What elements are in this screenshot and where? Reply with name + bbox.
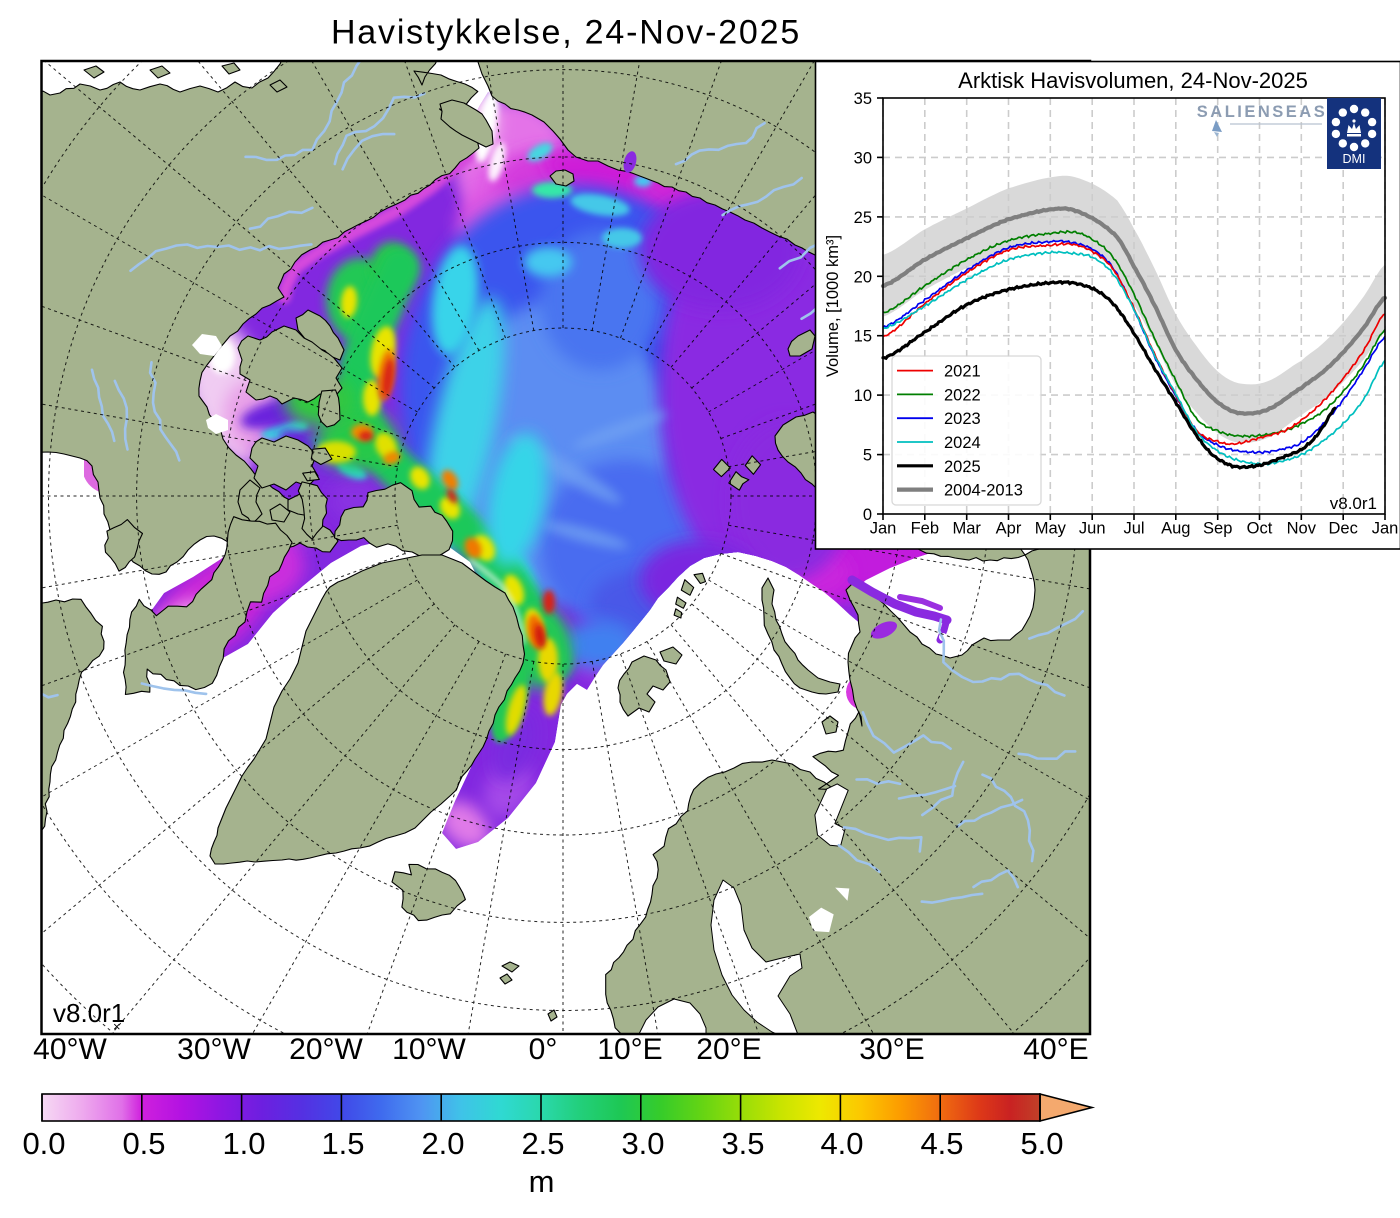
svg-text:40°E: 40°E xyxy=(1023,1033,1088,1066)
svg-text:2.5: 2.5 xyxy=(521,1126,564,1161)
svg-text:2.0: 2.0 xyxy=(421,1126,464,1161)
svg-text:SALIENSEAS: SALIENSEAS xyxy=(1197,103,1327,121)
svg-text:Jun: Jun xyxy=(1079,520,1106,538)
svg-text:1.5: 1.5 xyxy=(321,1126,364,1161)
svg-text:Aug: Aug xyxy=(1161,520,1190,538)
svg-text:25: 25 xyxy=(854,209,872,227)
svg-text:Feb: Feb xyxy=(911,520,939,538)
svg-text:1.0: 1.0 xyxy=(222,1126,265,1161)
svg-text:3.5: 3.5 xyxy=(721,1126,764,1161)
svg-text:2004-2013: 2004-2013 xyxy=(944,482,1023,500)
svg-text:30°W: 30°W xyxy=(177,1033,251,1066)
svg-text:10: 10 xyxy=(854,387,872,405)
svg-text:Sep: Sep xyxy=(1203,520,1232,538)
svg-text:20: 20 xyxy=(854,268,872,286)
svg-text:m: m xyxy=(529,1164,555,1199)
svg-text:30°E: 30°E xyxy=(859,1033,924,1066)
svg-text:20°E: 20°E xyxy=(696,1033,761,1066)
svg-text:5: 5 xyxy=(863,447,872,465)
svg-text:40°W: 40°W xyxy=(33,1033,107,1066)
svg-text:Jan: Jan xyxy=(870,520,897,538)
svg-text:2024: 2024 xyxy=(944,434,981,452)
svg-text:4.0: 4.0 xyxy=(820,1126,863,1161)
svg-text:v8.0r1: v8.0r1 xyxy=(1330,494,1377,513)
svg-text:3.0: 3.0 xyxy=(621,1126,664,1161)
svg-text:Havistykkelse, 24-Nov-2025: Havistykkelse, 24-Nov-2025 xyxy=(331,14,801,52)
svg-text:Volume, [1000 km³]: Volume, [1000 km³] xyxy=(824,235,842,377)
svg-text:0.5: 0.5 xyxy=(122,1126,165,1161)
svg-text:0: 0 xyxy=(863,506,872,524)
svg-text:May: May xyxy=(1035,520,1067,538)
svg-text:10°E: 10°E xyxy=(597,1033,662,1066)
svg-text:20°W: 20°W xyxy=(289,1033,363,1066)
svg-text:Oct: Oct xyxy=(1247,520,1273,538)
svg-text:Mar: Mar xyxy=(952,520,981,538)
svg-text:Jan: Jan xyxy=(1372,520,1399,538)
svg-text:0°: 0° xyxy=(529,1033,558,1066)
svg-text:30: 30 xyxy=(854,149,872,167)
svg-text:2022: 2022 xyxy=(944,386,981,404)
svg-text:×: × xyxy=(113,1019,121,1034)
svg-text:2025: 2025 xyxy=(944,458,981,476)
svg-text:DMI: DMI xyxy=(1343,152,1366,166)
svg-text:2023: 2023 xyxy=(944,410,981,428)
svg-text:15: 15 xyxy=(854,328,872,346)
svg-text:10°W: 10°W xyxy=(392,1033,466,1066)
svg-text:2021: 2021 xyxy=(944,363,981,381)
svg-text:5.0: 5.0 xyxy=(1020,1126,1063,1161)
svg-text:Nov: Nov xyxy=(1287,520,1317,538)
svg-text:4.5: 4.5 xyxy=(920,1126,963,1161)
svg-text:0.0: 0.0 xyxy=(22,1126,65,1161)
svg-text:Arktisk Havisvolumen, 24-Nov-2: Arktisk Havisvolumen, 24-Nov-2025 xyxy=(958,68,1308,93)
svg-text:Dec: Dec xyxy=(1329,520,1358,538)
svg-text:35: 35 xyxy=(854,90,872,108)
svg-text:Apr: Apr xyxy=(996,520,1022,538)
svg-text:Jul: Jul xyxy=(1123,520,1144,538)
